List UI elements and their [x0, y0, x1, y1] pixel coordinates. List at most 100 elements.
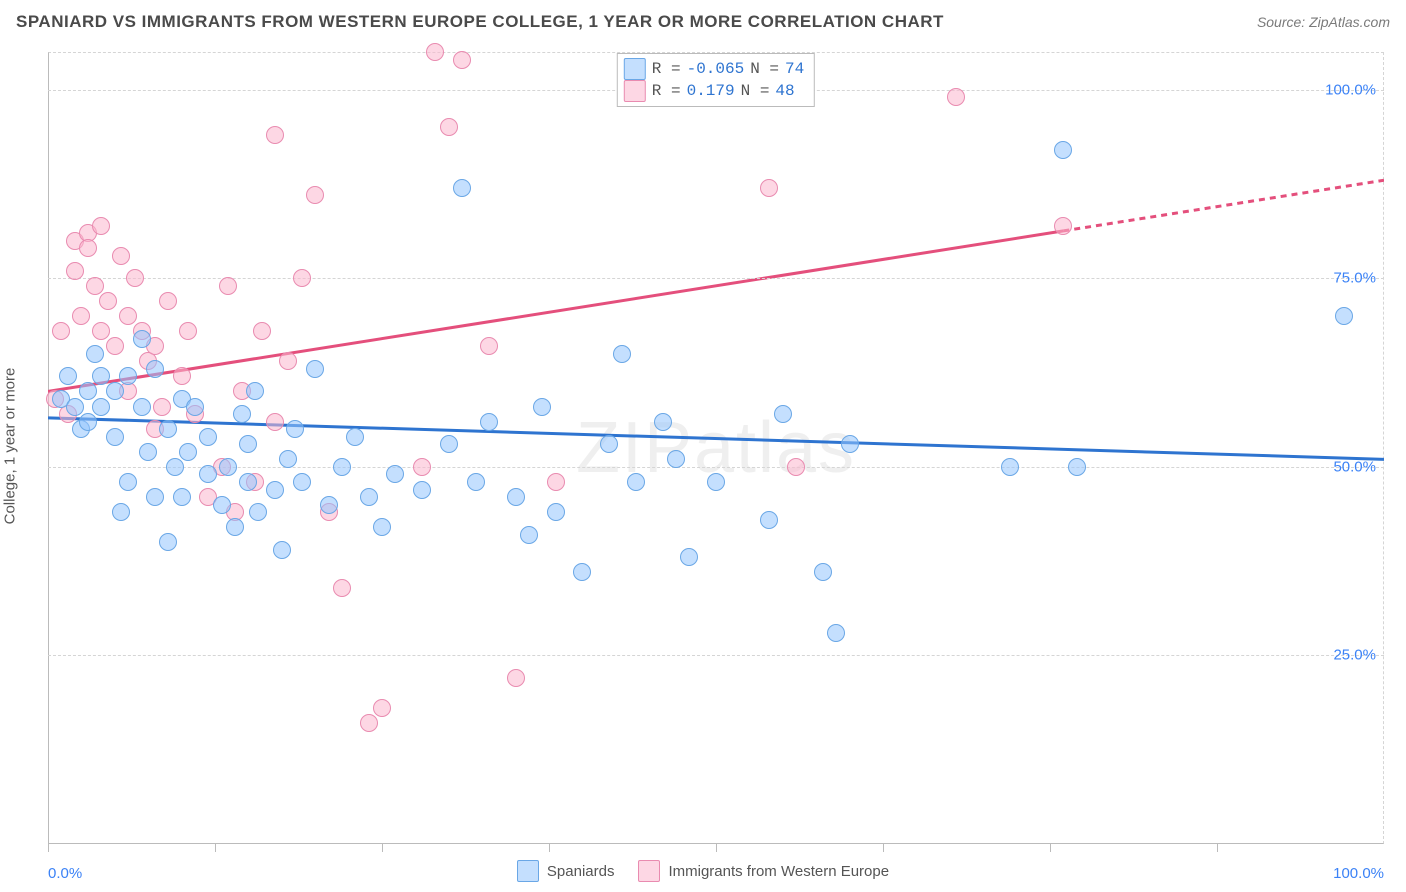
- data-point: [72, 307, 90, 325]
- gridline-y: [48, 655, 1384, 656]
- data-point: [627, 473, 645, 491]
- data-point: [1068, 458, 1086, 476]
- y-axis-label: College, 1 year or more: [2, 368, 19, 525]
- data-point: [266, 481, 284, 499]
- data-point: [293, 269, 311, 287]
- stats-r-value: 0.179: [687, 80, 735, 102]
- data-point: [507, 669, 525, 687]
- data-point: [92, 367, 110, 385]
- data-point: [440, 435, 458, 453]
- data-point: [507, 488, 525, 506]
- data-point: [92, 217, 110, 235]
- data-point: [467, 473, 485, 491]
- data-point: [159, 292, 177, 310]
- x-tick: [1217, 844, 1218, 852]
- data-point: [413, 481, 431, 499]
- stats-row: R = -0.065 N = 74: [624, 58, 804, 80]
- chart-title: SPANIARD VS IMMIGRANTS FROM WESTERN EURO…: [16, 12, 944, 32]
- data-point: [146, 488, 164, 506]
- legend-label-spaniards: Spaniards: [547, 863, 615, 880]
- data-point: [947, 88, 965, 106]
- x-tick: [382, 844, 383, 852]
- data-point: [126, 269, 144, 287]
- data-point: [233, 405, 251, 423]
- data-point: [66, 398, 84, 416]
- data-point: [760, 511, 778, 529]
- x-tick: [1050, 844, 1051, 852]
- data-point: [106, 428, 124, 446]
- stats-swatch: [624, 58, 646, 80]
- legend-item-spaniards: Spaniards: [517, 860, 615, 882]
- data-point: [173, 488, 191, 506]
- data-point: [1001, 458, 1019, 476]
- data-point: [246, 382, 264, 400]
- bottom-legend: Spaniards Immigrants from Western Europe: [0, 860, 1406, 882]
- data-point: [119, 307, 137, 325]
- x-tick: [716, 844, 717, 852]
- data-point: [279, 450, 297, 468]
- data-point: [667, 450, 685, 468]
- gridline-y: [48, 467, 1384, 468]
- data-point: [249, 503, 267, 521]
- data-point: [373, 699, 391, 717]
- data-point: [86, 277, 104, 295]
- data-point: [139, 443, 157, 461]
- data-point: [146, 360, 164, 378]
- stats-n-value: 74: [785, 58, 804, 80]
- data-point: [119, 367, 137, 385]
- stats-r-value: -0.065: [687, 58, 745, 80]
- data-point: [814, 563, 832, 581]
- data-point: [106, 337, 124, 355]
- data-point: [520, 526, 538, 544]
- data-point: [333, 458, 351, 476]
- x-tick: [215, 844, 216, 852]
- data-point: [440, 118, 458, 136]
- data-point: [279, 352, 297, 370]
- y-tick-label: 50.0%: [1333, 458, 1376, 475]
- data-point: [79, 239, 97, 257]
- data-point: [453, 51, 471, 69]
- legend-swatch-spaniards: [517, 860, 539, 882]
- data-point: [159, 533, 177, 551]
- data-point: [266, 413, 284, 431]
- stats-n-value: 48: [775, 80, 794, 102]
- legend-swatch-immigrants: [638, 860, 660, 882]
- data-point: [79, 413, 97, 431]
- data-point: [1335, 307, 1353, 325]
- data-point: [153, 398, 171, 416]
- data-point: [1054, 141, 1072, 159]
- data-point: [92, 398, 110, 416]
- data-point: [346, 428, 364, 446]
- data-point: [360, 488, 378, 506]
- data-point: [239, 473, 257, 491]
- data-point: [413, 458, 431, 476]
- data-point: [787, 458, 805, 476]
- data-point: [179, 322, 197, 340]
- data-point: [480, 413, 498, 431]
- data-point: [841, 435, 859, 453]
- data-point: [573, 563, 591, 581]
- data-point: [547, 503, 565, 521]
- data-point: [774, 405, 792, 423]
- data-point: [453, 179, 471, 197]
- data-point: [52, 322, 70, 340]
- x-tick: [549, 844, 550, 852]
- data-point: [600, 435, 618, 453]
- y-tick-label: 75.0%: [1333, 270, 1376, 287]
- data-point: [112, 503, 130, 521]
- data-point: [333, 579, 351, 597]
- data-point: [213, 496, 231, 514]
- data-point: [179, 443, 197, 461]
- data-point: [613, 345, 631, 363]
- data-point: [239, 435, 257, 453]
- data-point: [386, 465, 404, 483]
- data-point: [654, 413, 672, 431]
- data-point: [827, 624, 845, 642]
- data-point: [266, 126, 284, 144]
- data-point: [373, 518, 391, 536]
- data-point: [219, 277, 237, 295]
- data-point: [760, 179, 778, 197]
- stats-row: R = 0.179 N = 48: [624, 80, 804, 102]
- y-tick-label: 25.0%: [1333, 647, 1376, 664]
- data-point: [106, 382, 124, 400]
